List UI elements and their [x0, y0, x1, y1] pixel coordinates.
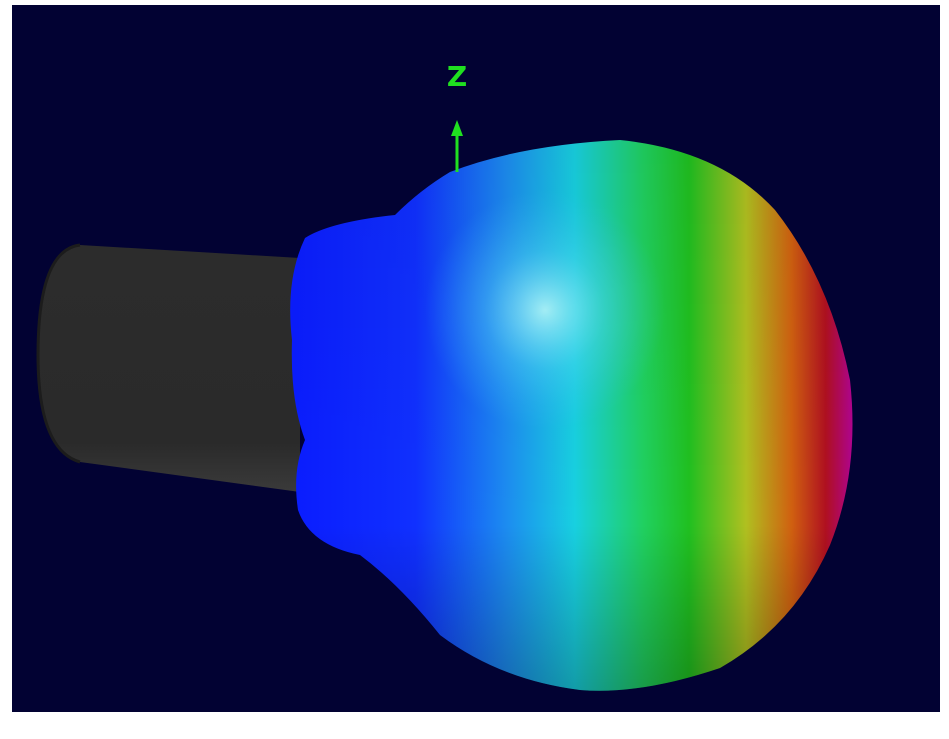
pattern-surface: [290, 140, 853, 691]
z-axis: Z: [447, 60, 467, 172]
axis-label: Z: [447, 60, 467, 93]
cylinder: [36, 243, 300, 492]
